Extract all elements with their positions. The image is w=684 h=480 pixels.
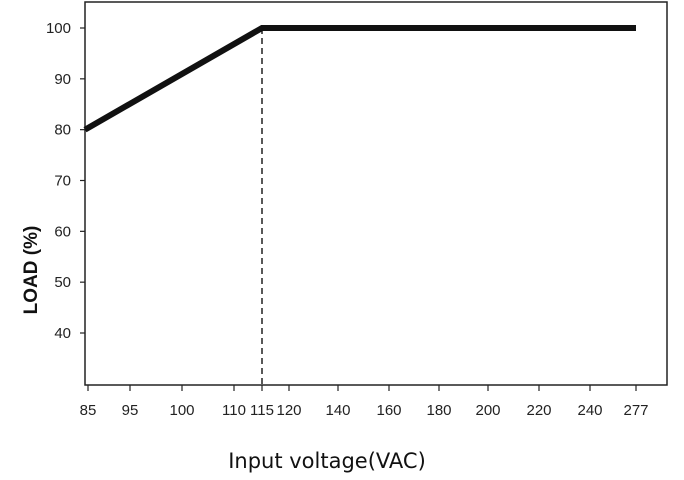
y-tick-label: 50 xyxy=(54,274,71,291)
y-tick-label: 80 xyxy=(54,122,71,139)
x-tick-label: 200 xyxy=(475,402,500,419)
y-axis-ticks: 40 50 60 70 80 90 100 xyxy=(46,20,85,342)
x-tick-label: 110 xyxy=(222,402,246,419)
x-tick-label: 115 xyxy=(250,402,274,419)
x-tick-label: 277 xyxy=(623,402,648,419)
x-tick-label: 120 xyxy=(276,402,301,419)
y-tick-label: 100 xyxy=(46,20,71,37)
x-tick-label: 160 xyxy=(376,402,401,419)
x-axis-label: Input voltage(VAC) xyxy=(228,449,426,473)
x-tick-label: 95 xyxy=(122,402,139,419)
x-tick-label: 85 xyxy=(80,402,97,419)
x-tick-label: 140 xyxy=(325,402,350,419)
x-tick-label: 240 xyxy=(577,402,602,419)
y-tick-label: 40 xyxy=(54,325,71,342)
plot-area-frame xyxy=(84,1,668,386)
y-axis-label: LOAD (%) xyxy=(21,226,42,315)
y-tick-label: 60 xyxy=(54,223,71,240)
y-tick-label: 70 xyxy=(54,173,71,190)
x-axis-ticks: 85 95 100 110 115 120 140 160 180 200 220 240 277 xyxy=(80,385,649,419)
x-tick-label: 100 xyxy=(169,402,194,419)
x-tick-label: 220 xyxy=(526,402,551,419)
y-tick-label: 90 xyxy=(54,71,71,88)
series-line-load xyxy=(83,25,636,133)
x-tick-label: 180 xyxy=(426,402,451,419)
